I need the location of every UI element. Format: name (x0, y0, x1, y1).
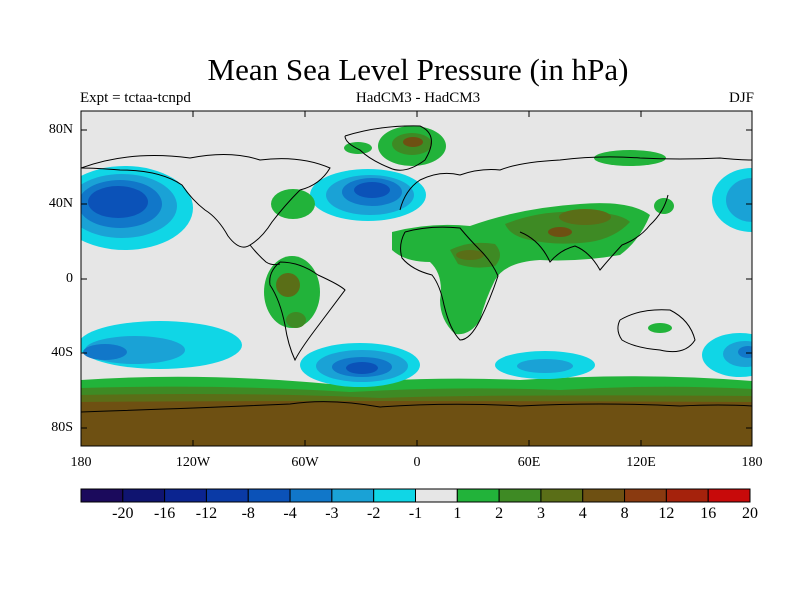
australia-high (648, 323, 672, 333)
colorbar-label: 8 (620, 505, 629, 522)
lon-tick-label: 60W (291, 455, 319, 470)
colorbar-swatch (247, 488, 291, 503)
lon-tick-label: 120W (175, 455, 211, 470)
siberia-high (594, 150, 666, 166)
lat-tick-label: 80N (48, 122, 73, 137)
colorbar-label: 12 (658, 505, 675, 522)
colorbar-label: -20 (112, 505, 134, 522)
pressure-field (81, 111, 752, 446)
lon-tick-label: 120E (626, 455, 656, 470)
colorbar-swatch (289, 488, 333, 503)
greenland-coast (344, 125, 432, 171)
central-america-coast (249, 244, 281, 266)
indian-low-2 (517, 359, 573, 373)
arctic-patch (344, 142, 372, 154)
colorbar-label: -8 (241, 505, 255, 522)
colorbar-label: -12 (195, 505, 218, 522)
colorbar-label: 3 (536, 505, 545, 522)
lat-tick-label: 40N (48, 196, 73, 211)
coastlines (81, 125, 752, 413)
samerica-high-2 (276, 273, 300, 297)
npac-east-low-2 (726, 178, 752, 222)
lat-tick-label: 0 (66, 271, 73, 286)
npac-low-4 (88, 186, 148, 218)
north-america-coast (81, 153, 331, 248)
colorbar-label: -1 (408, 505, 423, 522)
experiment-label: Expt = tctaa-tcnpd (80, 90, 191, 106)
colorbar (80, 488, 751, 503)
colorbar-swatch (164, 488, 207, 503)
colorbar-swatch (80, 488, 124, 503)
axis-ticks (81, 111, 752, 446)
antarctica-coast (81, 401, 752, 413)
asia-high-4 (548, 227, 572, 237)
europe-coast (399, 156, 752, 211)
antarctic-deep (81, 401, 752, 446)
colorbar-swatch (205, 488, 249, 503)
map-title: Mean Sea Level Pressure (in hPa) (207, 52, 629, 87)
south-america-coast (269, 261, 346, 362)
namerica-high (271, 189, 315, 219)
colorbar-label: -2 (367, 505, 381, 522)
australia-coast (617, 309, 696, 353)
spac-low-3 (83, 344, 127, 360)
colorbar-swatch (624, 488, 667, 503)
colorbar-swatch (665, 488, 709, 503)
greenland-high-3 (403, 137, 423, 147)
colorbar-swatch (707, 488, 751, 503)
spac-east-low-3 (738, 346, 752, 358)
asia-south-coast (519, 194, 669, 271)
samerica-south (286, 312, 306, 328)
lon-tick-label: 0 (413, 455, 421, 470)
lon-tick-label: 60E (517, 455, 541, 470)
colorbar-label: 2 (495, 505, 504, 522)
colorbar-label: 20 (742, 505, 758, 522)
season-label: DJF (728, 90, 754, 106)
lat-tick-label: 40S (51, 345, 73, 360)
colorbar-swatch (456, 488, 500, 503)
colorbar-swatch (122, 488, 166, 503)
africa-coast (400, 226, 499, 341)
colorbar-swatch (540, 488, 584, 503)
colorbar-label: -3 (325, 505, 339, 522)
satl-low-4 (346, 362, 378, 374)
mideast-high (456, 250, 484, 260)
colorbar-swatch (373, 488, 416, 503)
colorbar-swatch (331, 488, 375, 503)
colorbar-swatch (415, 488, 458, 503)
colorbar-label: 16 (700, 505, 717, 522)
lat-tick-label: 80S (51, 420, 73, 435)
colorbar-label: 1 (453, 505, 462, 522)
colorbar-swatch (498, 488, 542, 503)
lon-tick-label: 180 (741, 455, 763, 470)
colorbar-label: 4 (578, 505, 587, 522)
colorbar-label: -16 (153, 505, 176, 522)
colorbar-label: -4 (283, 505, 297, 522)
asia-high-3 (559, 209, 611, 225)
colorbar-swatch (582, 488, 626, 503)
model-label: HadCM3 - HadCM3 (355, 90, 481, 106)
lon-tick-label: 180 (70, 455, 92, 470)
natl-low-4 (354, 182, 390, 198)
